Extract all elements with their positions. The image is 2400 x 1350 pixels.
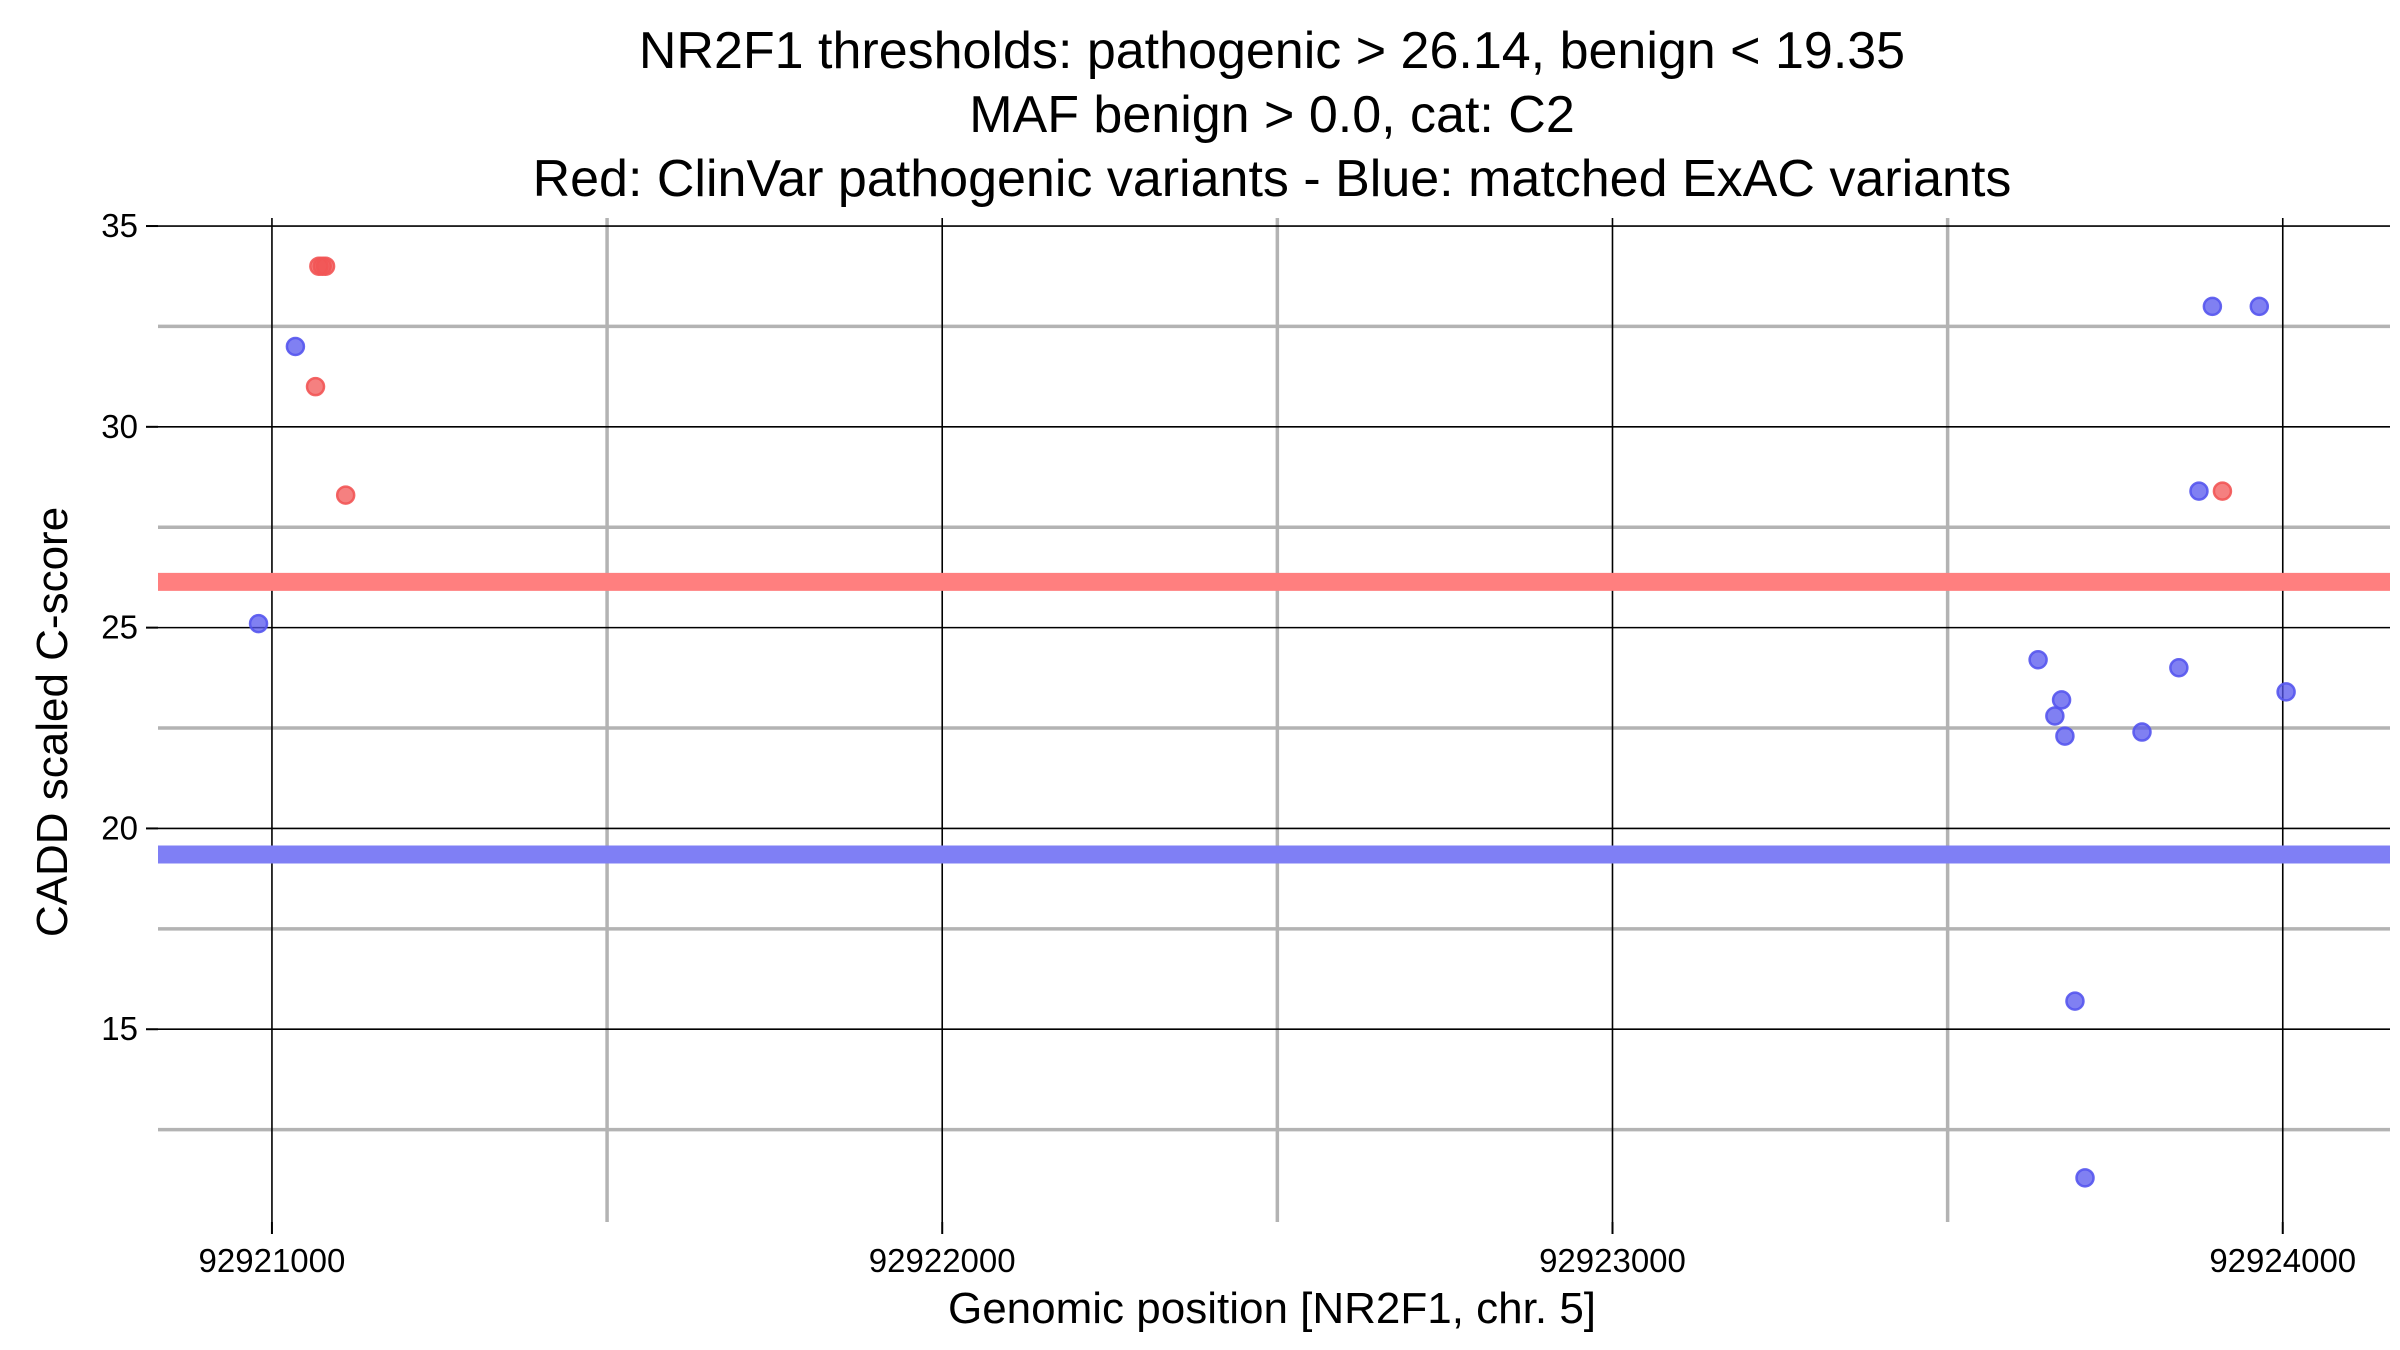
grid-minor	[158, 218, 2390, 1222]
x-tick-label-1: 92922000	[869, 1242, 1016, 1279]
data-point-s1-12	[2249, 296, 2270, 317]
data-point-s0-3	[305, 376, 326, 397]
data-point-s1-11	[2202, 296, 2223, 317]
data-point-s1-0	[248, 613, 269, 634]
y-tick-label-3: 30	[101, 408, 138, 445]
x-axis: 92921000 92922000 92923000 92924000	[199, 1222, 2356, 1279]
data-point-s1-4	[2051, 690, 2072, 710]
title-line-3: Red: ClinVar pathogenic variants - Blue:…	[533, 150, 2012, 208]
data-point-s0-2	[315, 256, 336, 276]
data-point-s1-13	[2276, 682, 2296, 702]
title-line-1: NR2F1 thresholds: pathogenic > 26.14, be…	[639, 22, 1905, 80]
data-point-s1-7	[2075, 1168, 2095, 1188]
data-point-s0-4	[335, 485, 356, 505]
y-tick-label-0: 15	[101, 1010, 138, 1047]
x-axis-label: Genomic position [NR2F1, chr. 5]	[948, 1284, 1596, 1333]
x-tick-label-2: 92923000	[1539, 1242, 1686, 1279]
data-points	[248, 256, 2296, 1188]
data-point-s1-5	[2055, 726, 2075, 746]
data-point-s0-5	[2212, 481, 2233, 501]
threshold-lines	[158, 572, 2390, 864]
data-point-s1-10	[2189, 481, 2209, 501]
data-point-s1-9	[2169, 658, 2189, 678]
data-point-s1-1	[285, 336, 306, 357]
y-axis: 15 20 25 30 35	[101, 207, 158, 1047]
x-tick-label-0: 92921000	[199, 1242, 346, 1279]
data-point-s1-2	[2028, 650, 2048, 670]
y-axis-label: CADD scaled C-score	[28, 507, 77, 937]
x-tick-label-3: 92924000	[2209, 1242, 2356, 1279]
chart-title: NR2F1 thresholds: pathogenic > 26.14, be…	[533, 22, 2012, 208]
title-line-2: MAF benign > 0.0, cat: C2	[969, 86, 1575, 144]
y-tick-label-2: 25	[101, 609, 138, 646]
data-point-s1-6	[2065, 991, 2085, 1011]
data-point-s1-8	[2132, 722, 2152, 742]
grid-major	[158, 218, 2390, 1222]
y-tick-label-4: 35	[101, 207, 138, 244]
data-point-s1-3	[2045, 706, 2065, 726]
y-tick-label-1: 20	[101, 809, 138, 846]
